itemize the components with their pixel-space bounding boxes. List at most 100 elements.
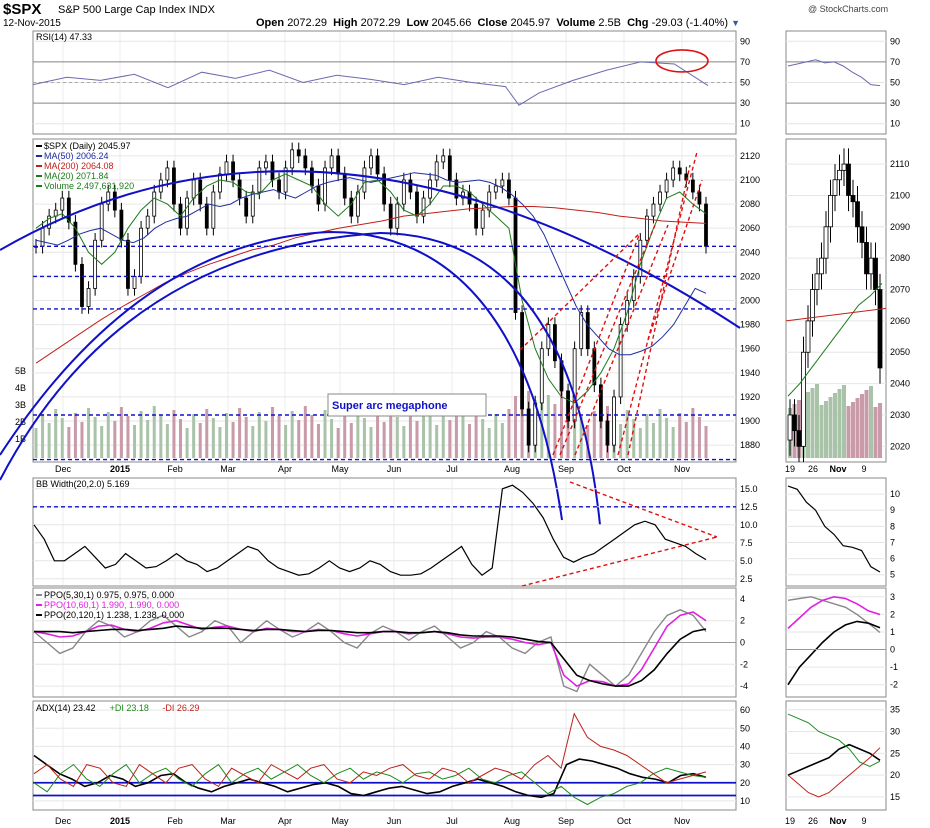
bbwidth-tick-label: 10.0 bbox=[740, 520, 758, 530]
ppo-legend: PPO(5,30,1) 0.975, 0.975, 0.000 bbox=[44, 590, 174, 600]
volume-bar bbox=[264, 421, 268, 458]
volume-bar bbox=[704, 426, 708, 458]
bottom-month-tick-label: Nov bbox=[674, 816, 691, 826]
zoom-volume-bar bbox=[864, 390, 869, 458]
volume-bar bbox=[54, 409, 58, 458]
candle-body bbox=[507, 179, 511, 199]
candle-body bbox=[264, 161, 268, 169]
volume-bar bbox=[165, 424, 169, 458]
candle-body bbox=[520, 312, 524, 410]
zoom-candle-body bbox=[796, 430, 802, 447]
volume-bar bbox=[284, 425, 288, 458]
rsi-tick-label: 10 bbox=[740, 119, 750, 129]
adx-tick-label: 60 bbox=[740, 705, 750, 715]
ppo-zoom-tick-label: 3 bbox=[890, 592, 895, 602]
zoom-candle-body bbox=[873, 257, 878, 290]
volume-bar bbox=[619, 424, 623, 458]
volume-bar bbox=[356, 409, 360, 458]
adx-tick-label: 20 bbox=[740, 778, 750, 788]
candle-body bbox=[566, 390, 570, 422]
candle-body bbox=[664, 179, 669, 193]
volume-bar bbox=[303, 406, 307, 458]
volume-bar bbox=[632, 419, 636, 458]
volume-label: Volume bbox=[556, 17, 596, 29]
candle-body bbox=[185, 197, 189, 229]
zoom-volume-bar bbox=[837, 389, 842, 458]
candle-body bbox=[658, 191, 662, 205]
volume-bar bbox=[41, 414, 45, 458]
month-tick-label: Jun bbox=[387, 464, 402, 474]
candle-body bbox=[388, 203, 393, 229]
volume-bar bbox=[658, 409, 662, 458]
volume-tick-label: 2B bbox=[15, 417, 26, 427]
candle-body bbox=[375, 155, 380, 175]
zoom-ma20-line bbox=[787, 282, 883, 397]
candle-body bbox=[579, 312, 584, 350]
candle-body bbox=[231, 161, 235, 181]
volume-bar bbox=[665, 418, 669, 458]
candle-body bbox=[599, 384, 603, 422]
ma200-line bbox=[35, 206, 707, 364]
candle-body bbox=[126, 239, 130, 289]
volume-value: 2.5B bbox=[598, 17, 621, 29]
candle-body bbox=[618, 324, 623, 398]
rsi-zoom-tick-label: 50 bbox=[890, 78, 900, 88]
zoom-volume-bar bbox=[860, 394, 864, 458]
volume-bar bbox=[47, 423, 51, 458]
volume-bar bbox=[179, 419, 183, 458]
ppo-zoom-tick-label: -2 bbox=[890, 680, 898, 690]
volume-bar bbox=[402, 426, 406, 458]
bbwidth-tick-label: 15.0 bbox=[740, 484, 758, 494]
candle-body bbox=[47, 215, 52, 229]
volume-bar bbox=[349, 423, 353, 458]
candle-body bbox=[152, 191, 157, 217]
bottom-month-tick-label: Dec bbox=[55, 816, 72, 826]
zoom-candle-body bbox=[805, 320, 811, 353]
zoom-candle-body bbox=[864, 242, 869, 275]
chart-header: $SPX S&P 500 Large Cap Index INDX 12-Nov… bbox=[0, 0, 930, 32]
price-tick-label: 1920 bbox=[740, 392, 760, 402]
month-tick-label: Feb bbox=[167, 464, 183, 474]
month-tick-label: Apr bbox=[278, 464, 292, 474]
adx-zoom-line-3 bbox=[787, 747, 881, 798]
candle-body bbox=[296, 149, 301, 157]
ppo-tick-label: 0 bbox=[740, 638, 745, 648]
rsi-zoom-tick-label: 70 bbox=[890, 57, 900, 67]
volume-bar bbox=[389, 408, 393, 458]
bottom-month-tick-label: Jul bbox=[446, 816, 458, 826]
wedge-dashed-line bbox=[552, 232, 641, 456]
dropdown-arrow-icon[interactable]: ▼ bbox=[731, 18, 740, 28]
bottom-month-tick-label: Aug bbox=[504, 816, 520, 826]
price-tick-label: 2100 bbox=[740, 175, 760, 185]
zoom-candle-body bbox=[792, 414, 797, 432]
volume-bar bbox=[441, 411, 445, 458]
candle-body bbox=[145, 215, 150, 229]
zoom-candle-body bbox=[859, 226, 865, 243]
price-tick-label: 2000 bbox=[740, 296, 760, 306]
volume-bar bbox=[422, 407, 426, 458]
zoom-ma200-line bbox=[785, 307, 887, 322]
price-tick-label: 2080 bbox=[740, 199, 760, 209]
candle-body bbox=[80, 263, 84, 307]
adx-zoom-tick-label: 15 bbox=[890, 792, 900, 802]
bbwidth-zoom-tick-label: 6 bbox=[890, 554, 895, 564]
volume-bar bbox=[185, 428, 189, 458]
candle-body bbox=[690, 179, 695, 193]
candle-body bbox=[329, 155, 334, 169]
close-label: Close bbox=[477, 17, 508, 29]
ppo-zoom-tick-label: -1 bbox=[890, 662, 898, 672]
rsi-zoom-tick-label: 30 bbox=[890, 98, 900, 108]
zoom-volume-bar bbox=[828, 397, 833, 458]
candle-body bbox=[382, 173, 387, 205]
ma50-line bbox=[35, 172, 707, 356]
open-value: 2072.29 bbox=[287, 17, 327, 29]
triangle-upper-line bbox=[569, 481, 718, 538]
volume-bar bbox=[224, 413, 228, 458]
volume-bar bbox=[152, 406, 156, 458]
month-tick-label: 2015 bbox=[110, 464, 130, 474]
volume-bar bbox=[671, 427, 675, 458]
megaphone-upper-arc bbox=[0, 170, 741, 329]
candle-body bbox=[99, 203, 104, 241]
candle-body bbox=[40, 227, 45, 247]
candle-body bbox=[697, 191, 702, 205]
